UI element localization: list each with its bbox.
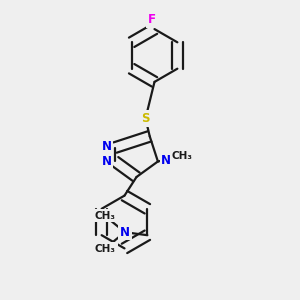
Text: S: S xyxy=(141,112,150,125)
Text: N: N xyxy=(102,140,112,152)
Text: CH₃: CH₃ xyxy=(95,211,116,221)
Text: N: N xyxy=(120,226,130,239)
Text: CH₃: CH₃ xyxy=(95,244,116,254)
Text: N: N xyxy=(102,155,112,168)
Text: N: N xyxy=(161,154,171,167)
Text: CH₃: CH₃ xyxy=(171,151,192,161)
Text: F: F xyxy=(148,13,155,26)
